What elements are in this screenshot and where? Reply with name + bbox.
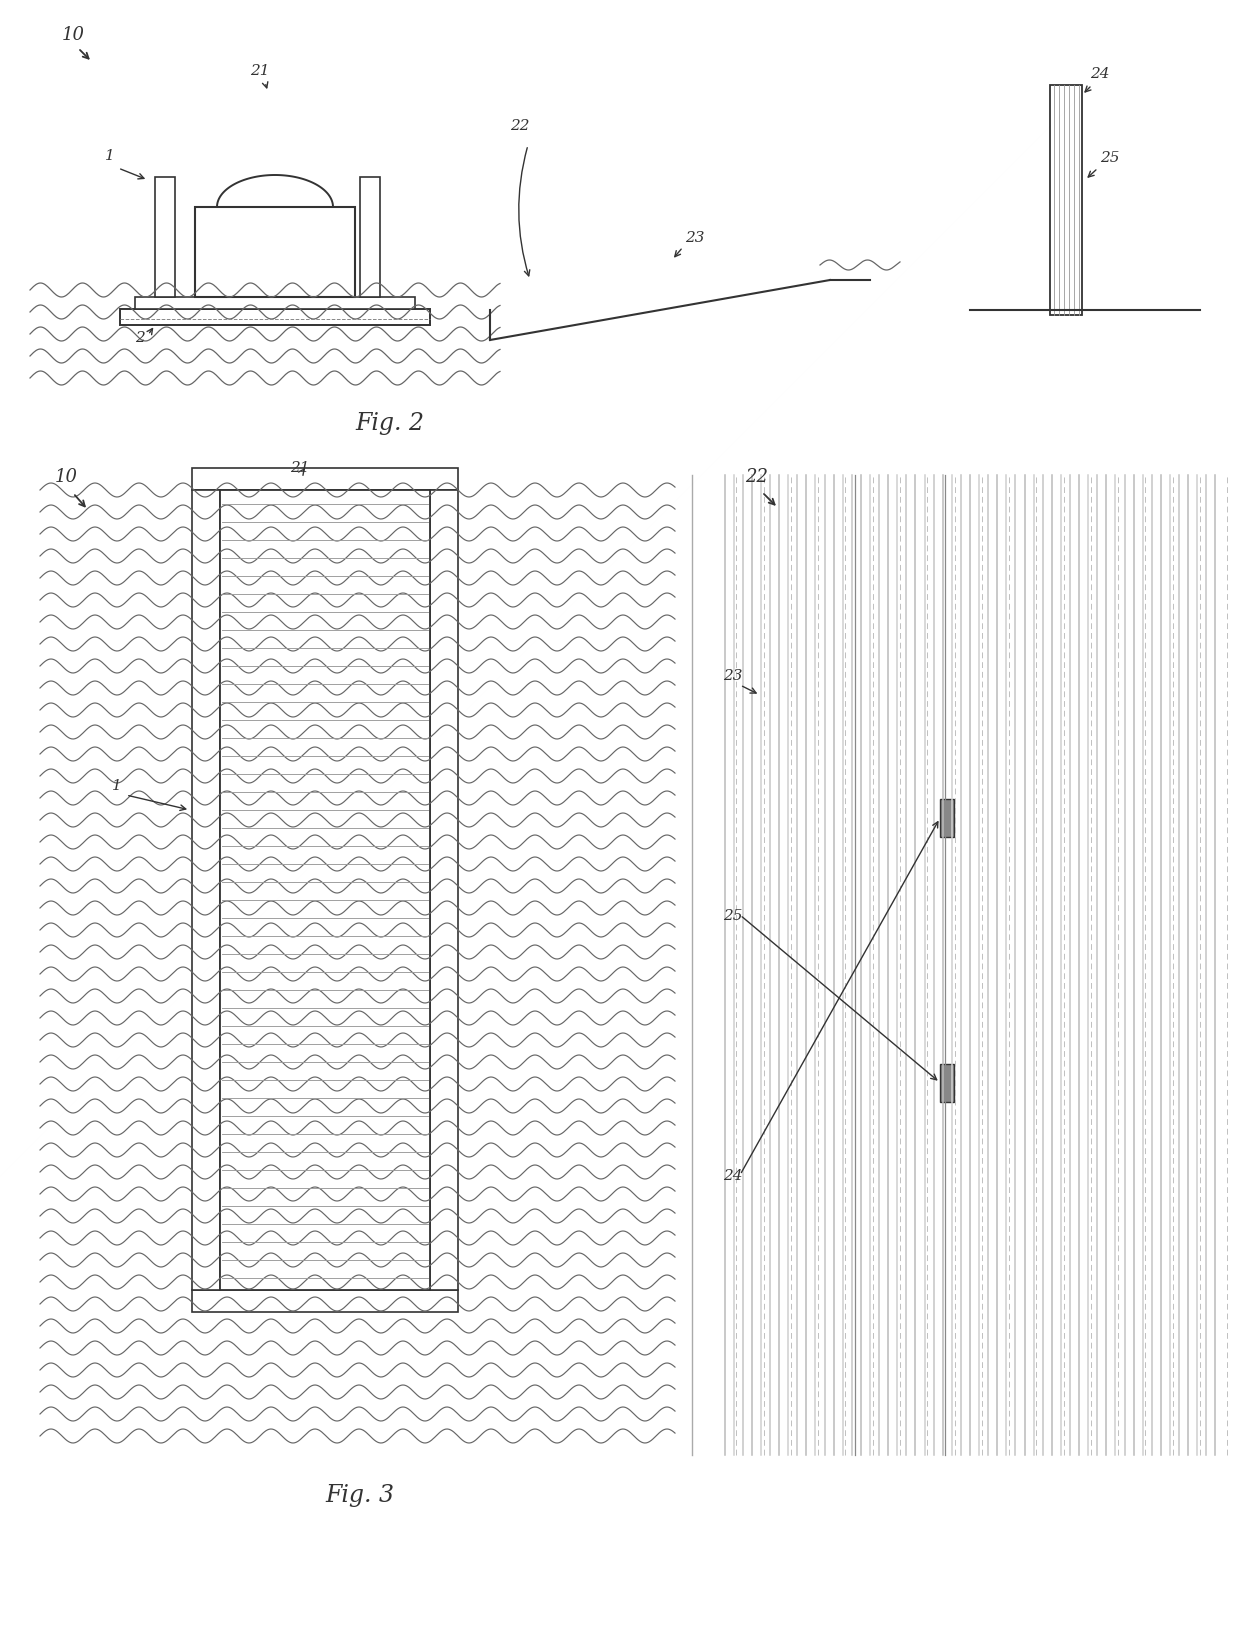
Text: 23: 23 (684, 231, 704, 244)
Text: 2: 2 (135, 332, 145, 345)
Text: 22: 22 (510, 119, 529, 134)
Text: 24: 24 (723, 1168, 743, 1183)
Text: 25: 25 (1100, 152, 1120, 165)
Bar (192, 469, 458, 490)
Bar (192, 1290, 458, 1312)
Bar (430, 490, 458, 1290)
Text: 10: 10 (62, 26, 86, 45)
Bar (219, 490, 430, 1290)
Bar (940, 799, 954, 837)
Bar (135, 297, 415, 309)
Text: 21: 21 (290, 460, 310, 475)
Text: 10: 10 (55, 469, 78, 487)
Bar (192, 490, 219, 1290)
Text: Fig. 2: Fig. 2 (356, 412, 424, 436)
Text: Fig. 3: Fig. 3 (325, 1483, 394, 1506)
Text: 24: 24 (1090, 68, 1110, 81)
Bar (120, 309, 430, 325)
Text: 22: 22 (745, 469, 768, 487)
Bar (155, 177, 175, 297)
Text: 1: 1 (105, 148, 115, 163)
Bar (1050, 86, 1083, 315)
Text: 1: 1 (112, 779, 122, 794)
Text: 21: 21 (250, 64, 269, 78)
Bar (195, 206, 355, 297)
Text: 23: 23 (723, 668, 743, 683)
Text: 25: 25 (723, 909, 743, 922)
Bar (856, 475, 945, 1455)
Bar (940, 1064, 954, 1102)
Bar (360, 177, 379, 297)
